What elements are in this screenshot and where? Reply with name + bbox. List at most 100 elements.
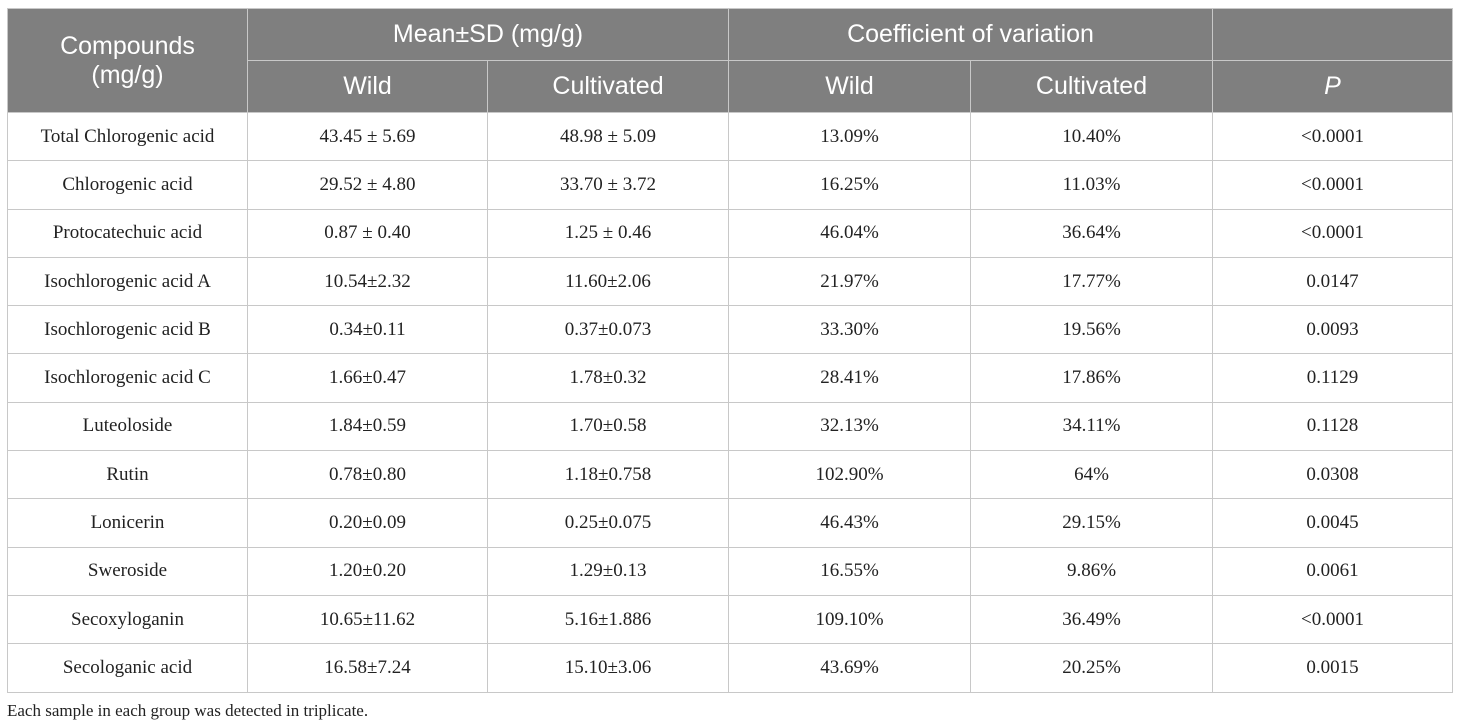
p-value-cell: <0.0001	[1212, 160, 1454, 210]
mean-wild-cell: 29.52 ± 4.80	[247, 160, 488, 210]
mean-wild-cell: 1.66±0.47	[247, 353, 488, 403]
p-value-cell: 0.0308	[1212, 450, 1454, 500]
table-row: Luteoloside 1.84±0.59 1.70±0.58 32.13% 34.11…	[7, 401, 1454, 452]
cv-cultivated-cell: 34.11%	[970, 401, 1214, 452]
table-row: Isochlorogenic acid B 0.34±0.11 0.37±0.073…	[7, 305, 1454, 355]
cv-cultivated-cell: 64%	[970, 450, 1214, 500]
p-value-header: P	[1212, 60, 1454, 113]
mean-cultivated-cell: 11.60±2.06	[486, 256, 730, 307]
compound-cell: Total Chlorogenic acid	[7, 111, 248, 162]
compounds-column-header: Compounds (mg/g)	[7, 8, 248, 113]
cv-wild-cell: 109.10%	[728, 594, 972, 645]
mean-wild-cell: 10.54±2.32	[247, 256, 488, 307]
cv-wild-header: Wild	[728, 60, 972, 113]
mean-wild-cell: 0.34±0.11	[247, 305, 488, 355]
mean-wild-cell: 1.20±0.20	[247, 546, 488, 596]
table-row: Secologanic acid 16.58±7.24 15.10±3.06 43.6…	[7, 643, 1454, 693]
mean-wild-cell: 16.58±7.24	[247, 643, 488, 693]
cv-cultivated-cell: 11.03%	[970, 160, 1214, 210]
table-row: Protocatechuic acid 0.87 ± 0.40 1.25 ± 0.4…	[7, 208, 1454, 258]
p-value-cell: 0.1129	[1212, 353, 1454, 403]
mean-cultivated-cell: 1.78±0.32	[486, 353, 730, 403]
p-value-cell: 0.0061	[1212, 546, 1454, 596]
mean-cultivated-header: Cultivated	[486, 60, 730, 113]
mean-cultivated-cell: 0.25±0.075	[486, 498, 730, 548]
compound-cell: Lonicerin	[7, 498, 248, 548]
mean-cultivated-cell: 1.25 ± 0.46	[486, 208, 730, 258]
cv-cultivated-cell: 36.64%	[970, 208, 1214, 258]
cv-cultivated-cell: 36.49%	[970, 594, 1214, 645]
p-value-cell: 0.0015	[1212, 643, 1454, 693]
cv-cultivated-cell: 19.56%	[970, 305, 1214, 355]
compound-cell: Secoxyloganin	[7, 594, 248, 645]
cv-wild-cell: 13.09%	[728, 111, 972, 162]
cv-cultivated-cell: 20.25%	[970, 643, 1214, 693]
p-group-header-blank	[1212, 8, 1454, 61]
mean-wild-cell: 0.87 ± 0.40	[247, 208, 488, 258]
mean-wild-cell: 0.20±0.09	[247, 498, 488, 548]
header-row-1: Compounds (mg/g) Mean±SD (mg/g) Coeffici…	[7, 8, 1454, 113]
table-row: Sweroside 1.20±0.20 1.29±0.13 16.55% 9.86% 0.…	[7, 546, 1454, 596]
mean-wild-cell: 43.45 ± 5.69	[247, 111, 488, 162]
cv-wild-cell: 16.25%	[728, 160, 972, 210]
cv-cultivated-header: Cultivated	[970, 60, 1214, 113]
table-row: Secoxyloganin 10.65±11.62 5.16±1.886 109.10…	[7, 594, 1454, 645]
table-row: Isochlorogenic acid A 10.54±2.32 11.60±2.0…	[7, 256, 1454, 307]
cv-wild-cell: 43.69%	[728, 643, 972, 693]
compound-cell: Sweroside	[7, 546, 248, 596]
compound-cell: Isochlorogenic acid A	[7, 256, 248, 307]
compound-cell: Rutin	[7, 450, 248, 500]
cv-group-header: Coefficient of variation	[728, 8, 1214, 61]
p-value-cell: 0.0093	[1212, 305, 1454, 355]
mean-wild-cell: 0.78±0.80	[247, 450, 488, 500]
table-footnote: Each sample in each group was detected i…	[7, 701, 369, 720]
header-row-2: Wild Cultivated Wild Cultivated P	[8, 60, 1454, 113]
mean-sd-group-header: Mean±SD (mg/g)	[246, 8, 730, 61]
table-row: Chlorogenic acid 29.52 ± 4.80 33.70 ± 3.72…	[7, 160, 1454, 210]
compound-cell: Isochlorogenic acid B	[7, 305, 248, 355]
mean-cultivated-cell: 48.98 ± 5.09	[486, 111, 730, 162]
table-row: Rutin 0.78±0.80 1.18±0.758 102.90% 64% 0.0308	[7, 450, 1454, 500]
cv-wild-cell: 32.13%	[728, 401, 972, 452]
mean-cultivated-cell: 1.70±0.58	[486, 401, 730, 452]
p-value-cell: <0.0001	[1212, 594, 1454, 645]
cv-wild-cell: 102.90%	[728, 450, 972, 500]
p-value-cell: 0.0045	[1212, 498, 1454, 548]
compound-cell: Protocatechuic acid	[7, 208, 248, 258]
table-row: Total Chlorogenic acid 43.45 ± 5.69 48.98 …	[7, 111, 1454, 162]
table-header: Compounds (mg/g) Mean±SD (mg/g) Coeffici…	[7, 8, 1454, 113]
cv-wild-cell: 16.55%	[728, 546, 972, 596]
cv-cultivated-cell: 29.15%	[970, 498, 1214, 548]
mean-wild-cell: 10.65±11.62	[247, 594, 488, 645]
cv-cultivated-cell: 17.86%	[970, 353, 1214, 403]
data-table-container: Compounds (mg/g) Mean±SD (mg/g) Coeffici…	[7, 8, 1454, 693]
compound-cell: Luteoloside	[7, 401, 248, 452]
compounds-header-line1: Compounds	[60, 31, 195, 60]
cv-cultivated-cell: 17.77%	[970, 256, 1214, 307]
cv-cultivated-cell: 9.86%	[970, 546, 1214, 596]
cv-wild-cell: 28.41%	[728, 353, 972, 403]
cv-wild-cell: 21.97%	[728, 256, 972, 307]
p-value-cell: 0.1128	[1212, 401, 1454, 452]
p-value-cell: 0.0147	[1212, 256, 1454, 307]
table-row: Lonicerin 0.20±0.09 0.25±0.075 46.43% 29.15%…	[7, 498, 1454, 548]
cv-cultivated-cell: 10.40%	[970, 111, 1214, 162]
compound-cell: Isochlorogenic acid C	[7, 353, 248, 403]
compounds-table: Compounds (mg/g) Mean±SD (mg/g) Coeffici…	[7, 8, 1454, 693]
compound-cell: Chlorogenic acid	[7, 160, 248, 210]
table-row: Isochlorogenic acid C 1.66±0.47 1.78±0.32 2…	[7, 353, 1454, 403]
table-body: Total Chlorogenic acid 43.45 ± 5.69 48.98 …	[7, 111, 1454, 693]
compound-cell: Secologanic acid	[7, 643, 248, 693]
mean-cultivated-cell: 0.37±0.073	[486, 305, 730, 355]
compounds-header-line2: (mg/g)	[91, 60, 164, 89]
mean-cultivated-cell: 33.70 ± 3.72	[486, 160, 730, 210]
p-value-cell: <0.0001	[1212, 208, 1454, 258]
cv-wild-cell: 33.30%	[728, 305, 972, 355]
mean-wild-cell: 1.84±0.59	[247, 401, 488, 452]
mean-wild-header: Wild	[247, 60, 488, 113]
cv-wild-cell: 46.04%	[728, 208, 972, 258]
mean-cultivated-cell: 15.10±3.06	[486, 643, 730, 693]
cv-wild-cell: 46.43%	[728, 498, 972, 548]
mean-cultivated-cell: 5.16±1.886	[486, 594, 730, 645]
mean-cultivated-cell: 1.18±0.758	[486, 450, 730, 500]
